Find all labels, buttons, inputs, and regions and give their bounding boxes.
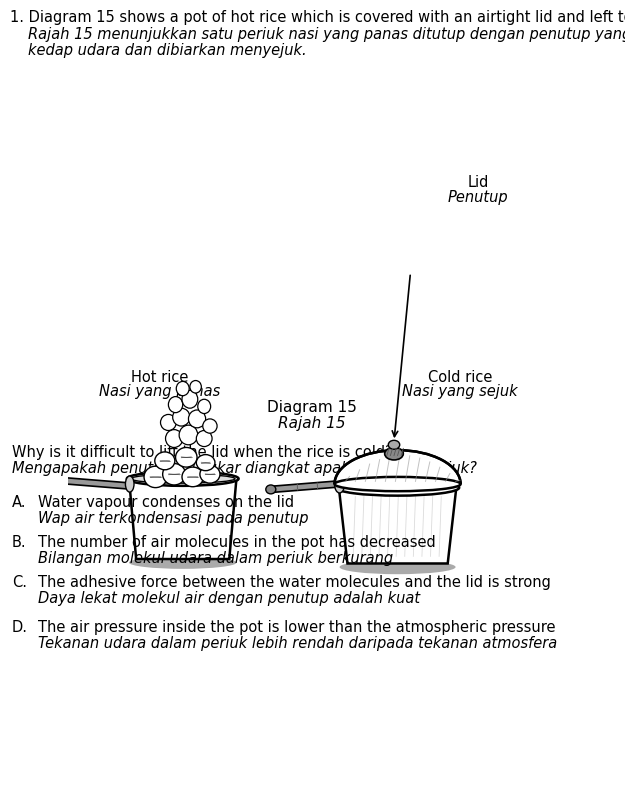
Ellipse shape [266, 485, 276, 494]
Ellipse shape [196, 430, 212, 446]
Ellipse shape [176, 447, 197, 467]
Text: Penutup: Penutup [448, 190, 508, 205]
Text: B.: B. [12, 535, 27, 550]
Text: Rajah 15: Rajah 15 [278, 416, 346, 431]
Text: The adhesive force between the water molecules and the lid is strong: The adhesive force between the water mol… [38, 575, 551, 590]
Ellipse shape [334, 477, 461, 491]
Ellipse shape [56, 476, 66, 485]
Text: 1. Diagram 15 shows a pot of hot rice which is covered with an airtight lid and : 1. Diagram 15 shows a pot of hot rice wh… [10, 10, 625, 25]
Ellipse shape [126, 476, 134, 492]
Ellipse shape [166, 430, 182, 447]
Ellipse shape [196, 454, 215, 470]
Ellipse shape [200, 466, 220, 483]
Ellipse shape [202, 419, 217, 433]
Ellipse shape [129, 556, 236, 569]
Ellipse shape [179, 425, 198, 445]
Text: Lid: Lid [468, 175, 489, 190]
Text: Rajah 15 menunjukkan satu periuk nasi yang panas ditutup dengan penutup yang: Rajah 15 menunjukkan satu periuk nasi ya… [28, 27, 625, 42]
Text: The number of air molecules in the pot has decreased: The number of air molecules in the pot h… [38, 535, 436, 550]
Ellipse shape [161, 414, 176, 430]
Polygon shape [129, 478, 236, 559]
Ellipse shape [182, 467, 204, 486]
Polygon shape [61, 478, 127, 489]
Ellipse shape [144, 466, 167, 488]
Ellipse shape [198, 399, 211, 414]
Ellipse shape [131, 474, 235, 483]
Ellipse shape [384, 447, 403, 460]
Ellipse shape [176, 382, 189, 396]
Text: Hot rice: Hot rice [131, 370, 189, 385]
Ellipse shape [168, 397, 182, 413]
Ellipse shape [189, 410, 206, 428]
Ellipse shape [182, 390, 198, 408]
Text: Diagram 15: Diagram 15 [267, 400, 357, 415]
Polygon shape [334, 450, 461, 484]
Text: Cold rice: Cold rice [428, 370, 493, 385]
Text: Why is it difficult to lift the lid when the rice is cold?: Why is it difficult to lift the lid when… [12, 445, 392, 460]
Polygon shape [271, 481, 338, 493]
Text: Wap air terkondensasi pada penutup: Wap air terkondensasi pada penutup [38, 511, 309, 526]
Text: Tekanan udara dalam periuk lebih rendah daripada tekanan atmosfera: Tekanan udara dalam periuk lebih rendah … [38, 636, 558, 651]
Text: Nasi yang sejuk: Nasi yang sejuk [402, 384, 518, 399]
Ellipse shape [388, 440, 400, 450]
Text: Bilangan molekul udara dalam periuk berkurang: Bilangan molekul udara dalam periuk berk… [38, 551, 393, 566]
Text: Water vapour condenses on the lid: Water vapour condenses on the lid [38, 495, 294, 510]
Ellipse shape [336, 479, 459, 496]
Text: The air pressure inside the pot is lower than the atmospheric pressure: The air pressure inside the pot is lower… [38, 620, 556, 635]
Ellipse shape [334, 475, 344, 493]
Ellipse shape [155, 452, 175, 470]
Text: A.: A. [12, 495, 26, 510]
Text: C.: C. [12, 575, 27, 590]
Ellipse shape [127, 471, 239, 486]
Ellipse shape [339, 560, 456, 574]
Ellipse shape [162, 463, 186, 485]
Polygon shape [339, 488, 456, 563]
Ellipse shape [173, 408, 190, 426]
Text: Mengapakah penutup itu sukar diangkat apabila nasi itu sejuk?: Mengapakah penutup itu sukar diangkat ap… [12, 461, 477, 476]
Text: kedap udara dan dibiarkan menyejuk.: kedap udara dan dibiarkan menyejuk. [28, 43, 307, 58]
Ellipse shape [190, 381, 201, 393]
Text: Daya lekat molekul air dengan penutup adalah kuat: Daya lekat molekul air dengan penutup ad… [38, 591, 420, 606]
Text: D.: D. [12, 620, 28, 635]
Text: Nasi yang panas: Nasi yang panas [99, 384, 221, 399]
